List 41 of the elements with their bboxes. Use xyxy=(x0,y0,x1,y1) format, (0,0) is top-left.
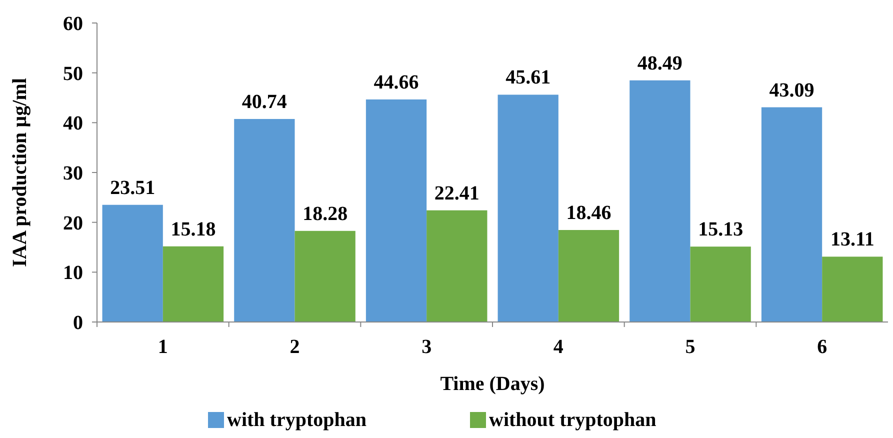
y-tick-label: 20 xyxy=(63,212,83,234)
x-tick-label: 1 xyxy=(158,336,168,358)
y-tick-label: 40 xyxy=(63,112,83,135)
bar xyxy=(366,99,427,322)
data-label: 22.41 xyxy=(434,182,480,204)
data-label: 45.61 xyxy=(506,66,551,89)
bar xyxy=(162,246,224,322)
data-label: 23.51 xyxy=(110,176,156,199)
data-label: 15.13 xyxy=(698,218,744,241)
data-label: 48.49 xyxy=(637,52,682,74)
data-label: 18.28 xyxy=(302,202,348,225)
x-tick-label: 4 xyxy=(553,336,564,358)
x-axis-title: Time (Days) xyxy=(440,373,545,395)
y-tick-label: 60 xyxy=(63,13,83,35)
y-tick-label: 50 xyxy=(63,62,83,85)
y-tick-label: 0 xyxy=(73,312,83,334)
x-tick-label: 6 xyxy=(817,336,828,358)
x-tick-label: 2 xyxy=(290,336,300,358)
x-tick-label: 5 xyxy=(685,336,696,358)
bar xyxy=(234,118,295,322)
data-label: 18.46 xyxy=(566,202,612,224)
bar xyxy=(761,107,822,322)
data-label: 43.09 xyxy=(769,79,814,102)
legend-label: with tryptophan xyxy=(227,409,366,431)
bar xyxy=(498,94,558,322)
x-tick-label: 3 xyxy=(422,336,432,358)
y-tick-label: 30 xyxy=(63,162,83,184)
data-label: 13.11 xyxy=(830,228,874,251)
bar xyxy=(426,210,488,322)
bar xyxy=(630,80,690,322)
legend-label: without tryptophan xyxy=(489,409,656,431)
bar xyxy=(690,246,751,322)
y-tick-label: 10 xyxy=(63,262,83,284)
bar xyxy=(102,204,163,322)
data-label: 44.66 xyxy=(374,71,419,94)
bar xyxy=(822,256,883,322)
bar xyxy=(294,230,356,322)
bar xyxy=(558,230,620,322)
data-label: 15.18 xyxy=(170,218,216,240)
y-axis-title: IAA production µg/ml xyxy=(9,78,31,267)
data-label: 40.74 xyxy=(242,90,287,113)
